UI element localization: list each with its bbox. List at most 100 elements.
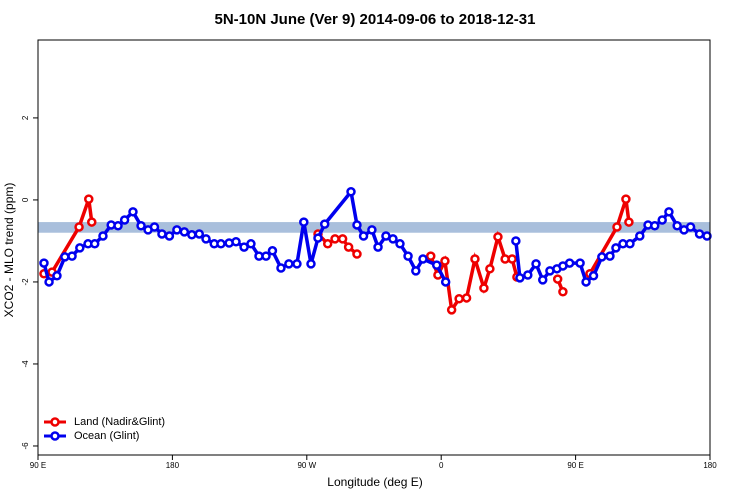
data-point <box>299 217 309 227</box>
data-point <box>60 252 70 262</box>
data-point <box>128 207 138 217</box>
x-axis-label: Longitude (deg E) <box>327 475 422 489</box>
x-tick-label: 180 <box>166 461 180 470</box>
data-point <box>685 222 696 232</box>
x-tick-label: 90 E <box>567 461 583 470</box>
data-point <box>113 221 123 231</box>
data-point <box>246 239 256 249</box>
data-point <box>179 227 190 237</box>
data-point <box>649 221 660 231</box>
legend-marker <box>50 431 60 441</box>
data-point <box>611 243 621 253</box>
legend: Land (Nadir&Glint) Ocean (Glint) <box>44 416 165 442</box>
data-point <box>515 273 525 283</box>
data-point <box>635 231 645 241</box>
data-point <box>98 231 108 241</box>
data-point <box>39 258 49 268</box>
data-point <box>201 234 211 244</box>
plot-frame <box>37 39 711 456</box>
data-point <box>597 252 607 262</box>
data-point <box>157 229 167 239</box>
y-axis-label: XCO2 - MLO trend (ppm) <box>2 183 16 318</box>
data-point <box>575 258 585 268</box>
data-point <box>479 283 489 293</box>
series <box>39 186 712 287</box>
data-point <box>267 246 278 256</box>
data-point <box>52 271 62 281</box>
data-point <box>136 221 146 231</box>
y-tick-label: 2 <box>21 115 30 120</box>
data-point <box>75 243 85 253</box>
data-point <box>440 277 451 287</box>
data-point <box>44 277 54 287</box>
data-point <box>119 215 130 225</box>
data-point <box>67 251 77 261</box>
data-point <box>624 217 634 227</box>
x-tick-label: 90 W <box>297 461 316 470</box>
data-point <box>664 207 674 217</box>
data-point <box>367 225 377 235</box>
data-point <box>231 237 241 247</box>
data-point <box>194 229 205 239</box>
data-point <box>470 254 480 264</box>
data-point <box>319 219 330 229</box>
data-point <box>346 186 356 197</box>
data-point <box>87 217 97 227</box>
data-point <box>511 236 521 246</box>
legend-label: Ocean (Glint) <box>74 430 139 442</box>
data-point <box>411 266 421 276</box>
data-point <box>461 293 472 303</box>
chart-title: 5N-10N June (Ver 9) 2014-09-06 to 2018-1… <box>214 11 535 28</box>
data-point <box>343 242 354 252</box>
data-point <box>564 258 575 268</box>
data-point <box>261 251 271 261</box>
data-point <box>352 220 362 230</box>
data-point <box>373 242 383 252</box>
data-point <box>507 254 517 264</box>
data-point <box>672 221 682 231</box>
data-point <box>284 259 294 269</box>
data-point <box>84 194 94 204</box>
data-point <box>388 234 398 244</box>
data-point <box>702 231 712 241</box>
data-point <box>431 260 442 270</box>
data-point <box>403 251 413 261</box>
data-point <box>74 222 84 232</box>
data-point <box>164 231 175 241</box>
data-point <box>172 225 182 235</box>
legend-marker <box>50 417 60 427</box>
data-point <box>187 230 197 240</box>
data-point <box>552 274 563 284</box>
data-point <box>625 239 635 249</box>
data-point <box>292 259 302 269</box>
data-point <box>425 251 436 261</box>
data-point <box>558 287 568 297</box>
series-line <box>42 187 708 285</box>
data-point <box>337 234 348 244</box>
data-point <box>485 264 495 274</box>
data-point <box>523 270 533 280</box>
data-point <box>657 215 667 225</box>
data-point <box>330 234 340 244</box>
data-point <box>446 305 457 315</box>
data-point <box>358 231 369 241</box>
data-point <box>149 222 160 232</box>
legend-label: Land (Nadir&Glint) <box>74 416 165 428</box>
plot-area <box>38 186 712 315</box>
x-tick-label: 0 <box>439 461 444 470</box>
data-point <box>531 259 541 269</box>
data-point <box>605 251 615 261</box>
data-point <box>216 239 226 249</box>
data-point <box>581 277 591 287</box>
data-point <box>313 233 323 243</box>
data-point <box>493 232 503 242</box>
y-tick-label: 0 <box>21 197 30 202</box>
data-point <box>537 275 548 285</box>
data-point <box>276 263 286 273</box>
x-tick-label: 90 E <box>30 461 46 470</box>
y-tick-label: -6 <box>21 442 30 450</box>
data-point <box>694 229 705 239</box>
y-tick-label: -2 <box>21 278 30 286</box>
data-point <box>454 294 464 304</box>
data-point <box>306 259 316 269</box>
